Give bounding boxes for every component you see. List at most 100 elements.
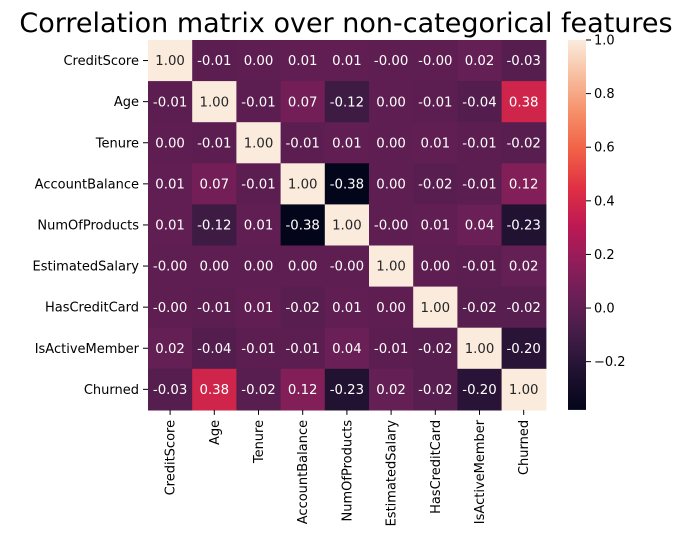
heatmap-cell (413, 40, 458, 82)
row-tick-label: CreditScore (63, 54, 139, 69)
heatmap-cell (324, 81, 370, 123)
cell-value-label: 0.02 (465, 54, 495, 69)
cell-value-label: -0.01 (197, 54, 231, 69)
cell-value-label: -0.01 (285, 136, 319, 151)
heatmap-cell (501, 368, 547, 411)
cell-value-label: -0.20 (506, 342, 540, 357)
heatmap-cell (280, 204, 326, 247)
cell-value-label: 0.07 (199, 177, 229, 192)
cell-value-label: 0.01 (155, 219, 185, 234)
cell-value-label: -0.38 (330, 177, 364, 192)
colorbar-gradient (568, 40, 586, 410)
cell-value-label: 0.02 (509, 260, 539, 275)
heatmap-cell (192, 286, 237, 329)
colorbar-tick-label: 0.6 (594, 141, 615, 156)
cell-value-label: 0.00 (376, 301, 406, 316)
cell-value-label: 0.00 (199, 260, 229, 275)
cell-value-label: -0.20 (462, 383, 496, 398)
colorbar-tick-label: 0.0 (594, 302, 615, 317)
cell-value-label: 0.07 (288, 95, 318, 110)
heatmap-cell (192, 368, 237, 411)
cell-value-label: -0.01 (462, 260, 496, 275)
cell-value-label: 0.04 (332, 342, 362, 357)
cell-value-label: -0.00 (330, 260, 364, 275)
heatmap-cell (192, 204, 237, 247)
cell-value-label: 0.00 (376, 136, 406, 151)
cell-value-label: 0.01 (288, 54, 318, 69)
cell-value-label: 1.00 (288, 177, 318, 192)
cell-value-label: 0.01 (332, 301, 362, 316)
cell-value-label: -0.02 (418, 342, 452, 357)
heatmap-cell (192, 163, 237, 205)
heatmap-cell (501, 327, 547, 370)
cell-value-label: 1.00 (244, 136, 274, 151)
heatmap-cell (413, 245, 458, 288)
heatmap-cell (413, 204, 458, 247)
column-tick-label: HasCreditCard (429, 420, 444, 514)
heatmap-cell (192, 122, 237, 164)
heatmap-cell (280, 286, 326, 329)
heatmap-cell (369, 163, 414, 205)
cell-value-label: 0.01 (244, 301, 274, 316)
heatmap-cell (369, 81, 414, 123)
cell-value-label: 0.00 (376, 95, 406, 110)
heatmap-cell (324, 245, 370, 288)
column-tick-label: Churned (517, 420, 532, 475)
column-tick-label: CreditScore (164, 420, 179, 496)
colorbar-tick-label: −0.2 (594, 355, 626, 370)
heatmap-cell (148, 286, 193, 329)
heatmap-cell (413, 122, 458, 164)
heatmap-cell (501, 81, 547, 123)
cell-value-label: 0.38 (199, 383, 229, 398)
cell-value-label: -0.02 (506, 301, 540, 316)
row-tick-label: EstimatedSalary (32, 260, 139, 275)
heatmap-cell (457, 163, 503, 205)
heatmap-cell (148, 163, 193, 205)
cell-value-label: -0.23 (330, 383, 364, 398)
heatmap-cells: 1.00 -0.01 0.00 0.01 0.01 -0.00 -0.00 0.02 -0.03… (148, 40, 547, 411)
column-tick-label: AccountBalance (296, 420, 311, 524)
cell-value-label: -0.01 (241, 342, 275, 357)
cell-value-label: 0.04 (465, 219, 495, 234)
heatmap-cell (413, 286, 458, 329)
heatmap-cell (413, 327, 458, 370)
cell-value-label: -0.02 (462, 301, 496, 316)
heatmap-cell (369, 40, 414, 82)
cell-value-label: 0.01 (155, 177, 185, 192)
heatmap-cell (192, 245, 237, 288)
heatmap-cell (192, 40, 237, 82)
cell-value-label: 0.01 (244, 219, 274, 234)
cell-value-label: 1.00 (509, 383, 539, 398)
cell-value-label: -0.01 (462, 136, 496, 151)
heatmap-cell (501, 163, 547, 205)
cell-value-label: -0.01 (197, 301, 231, 316)
heatmap-cell (148, 327, 193, 370)
heatmap-cell (457, 368, 503, 411)
cell-value-label: 0.02 (155, 342, 185, 357)
heatmap-cell (192, 327, 237, 370)
cell-value-label: 0.12 (288, 383, 318, 398)
cell-value-label: 0.01 (420, 219, 450, 234)
row-tick-label: Tenure (95, 136, 139, 151)
row-tick-labels: CreditScore Age Tenure AccountBalance NumOfP… (32, 54, 148, 398)
heatmap-cell (324, 204, 370, 247)
cell-value-label: -0.00 (153, 260, 187, 275)
cell-value-label: -0.12 (330, 95, 364, 110)
heatmap-cell (457, 286, 503, 329)
cell-value-label: 0.01 (420, 136, 450, 151)
cell-value-label: -0.02 (418, 177, 452, 192)
heatmap-cell (324, 122, 370, 164)
cell-value-label: -0.01 (374, 342, 408, 357)
heatmap-cell (236, 122, 282, 164)
heatmap-cell (148, 368, 193, 411)
cell-value-label: -0.23 (506, 219, 540, 234)
cell-value-label: -0.03 (506, 54, 540, 69)
cell-value-label: -0.12 (197, 219, 231, 234)
heatmap-cell (369, 327, 414, 370)
heatmap-cell (148, 204, 193, 247)
heatmap-cell (236, 286, 282, 329)
cell-value-label: -0.02 (285, 301, 319, 316)
colorbar-tick-label: 0.2 (594, 248, 615, 263)
cell-value-label: -0.02 (506, 136, 540, 151)
